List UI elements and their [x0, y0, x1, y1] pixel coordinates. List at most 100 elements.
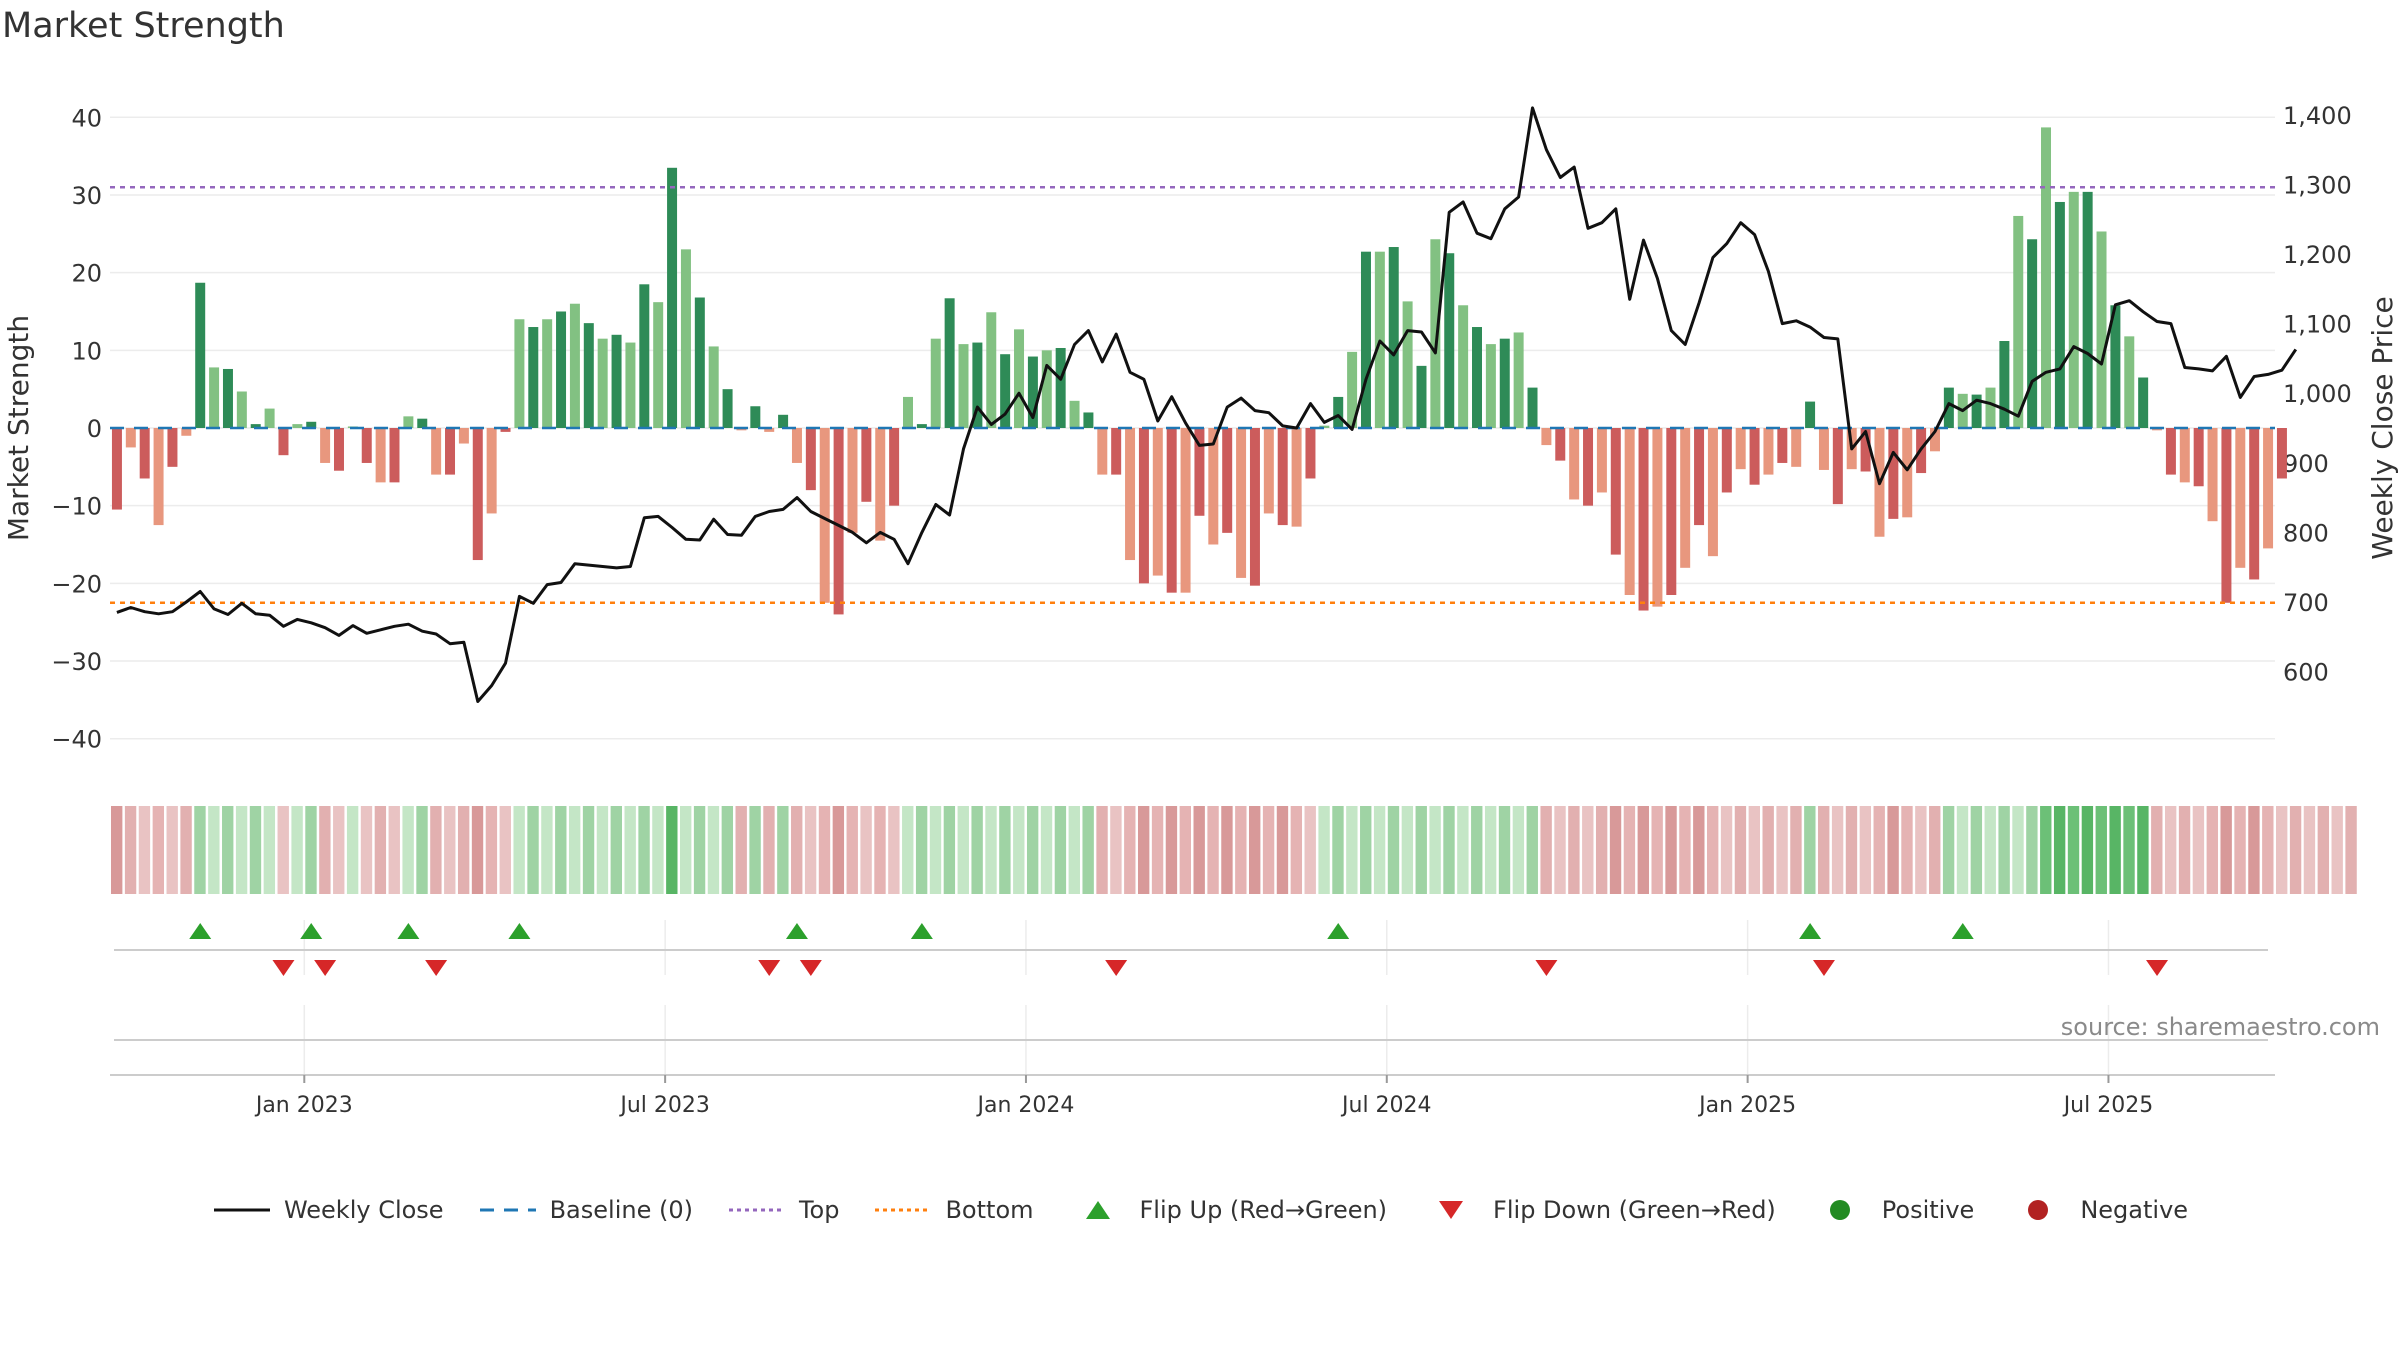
- strength-bar: [1222, 428, 1233, 533]
- regime-strip-cell: [402, 806, 414, 894]
- regime-strip-cell: [1748, 806, 1761, 894]
- strength-bar: [1458, 305, 1469, 428]
- regime-strip-cell: [444, 806, 456, 894]
- regime-strip-cell: [2081, 806, 2094, 894]
- strength-bar: [1472, 327, 1482, 428]
- dashed-line-icon: [479, 1208, 536, 1212]
- strength-bar: [2096, 231, 2107, 428]
- regime-strip-cell: [749, 806, 761, 894]
- strength-bar: [1735, 428, 1746, 470]
- strength-bar: [2249, 428, 2260, 580]
- flip-up-marker: [300, 923, 323, 939]
- flip-up-marker: [1951, 923, 1974, 939]
- strength-bar: [2054, 201, 2065, 428]
- regime-strip-cell: [485, 806, 498, 894]
- strength-bar: [916, 424, 927, 428]
- strength-bar: [930, 338, 941, 428]
- regime-strip-cell: [1332, 806, 1344, 894]
- strength-bar: [2082, 191, 2093, 428]
- flip-down-marker: [758, 960, 781, 976]
- legend-label: Baseline (0): [549, 1196, 693, 1224]
- strength-bar: [1707, 428, 1718, 557]
- regime-strip-cell: [1401, 806, 1414, 894]
- regime-strip-cell: [2178, 806, 2191, 894]
- legend-label: Top: [798, 1196, 840, 1224]
- strength-bar: [417, 418, 428, 428]
- strength-bar: [1999, 341, 2010, 428]
- strength-bar: [1125, 428, 1136, 561]
- y-tick-label: −30: [51, 648, 102, 676]
- strength-bar: [1416, 365, 1427, 428]
- regime-strip-cell: [1276, 806, 1289, 894]
- strength-bar: [1111, 428, 1122, 475]
- regime-strip-cell: [2331, 806, 2343, 894]
- strength-bar: [1832, 428, 1843, 505]
- strength-bar: [1596, 428, 1607, 493]
- strength-bar: [1291, 428, 1302, 527]
- strength-bar: [1860, 428, 1871, 472]
- regime-strip-cell: [222, 806, 234, 894]
- weekly-close-line: [116, 106, 2298, 703]
- regime-strip-cell: [1706, 806, 1719, 894]
- strength-bar: [333, 428, 344, 471]
- strength-bar: [1666, 428, 1677, 595]
- regime-strip-cell: [1151, 806, 1164, 894]
- strength-bar: [1805, 401, 1816, 428]
- strength-bar: [1069, 400, 1080, 428]
- regime-strip-cell: [2192, 806, 2205, 894]
- strength-bar: [2068, 191, 2079, 428]
- regime-strip-cell: [1484, 806, 1497, 894]
- regime-strip-cell: [568, 806, 581, 894]
- regime-strip-cell: [1040, 806, 1053, 894]
- strength-bar: [1138, 428, 1149, 584]
- regime-strip-cell: [388, 806, 400, 894]
- strength-bar: [236, 391, 247, 428]
- strength-bar: [2221, 428, 2232, 603]
- strength-bar: [1791, 428, 1802, 467]
- strength-bar: [653, 302, 664, 428]
- regime-strip-cell: [2040, 806, 2052, 894]
- regime-strip-cell: [791, 806, 803, 894]
- strength-bar: [542, 319, 553, 428]
- regime-strip-cell: [1137, 806, 1150, 894]
- regime-strip-cell: [499, 806, 511, 894]
- regime-strip-cell: [249, 806, 262, 894]
- strength-bar: [472, 428, 483, 561]
- y2-axis-label: Weekly Close Price: [2366, 296, 2399, 559]
- regime-strip-cell: [1915, 806, 1927, 894]
- strength-bar: [1985, 387, 1996, 428]
- strength-bar: [1097, 428, 1108, 475]
- strength-bar: [375, 428, 386, 483]
- regime-strip-cell: [1762, 806, 1774, 894]
- regime-strip-cell: [374, 806, 387, 894]
- strength-bar: [2263, 428, 2274, 549]
- legend-label: Bottom: [945, 1196, 1034, 1224]
- regime-strip-cell: [1734, 806, 1747, 894]
- regime-strip-cell: [1318, 806, 1330, 894]
- regime-strip-cell: [1512, 806, 1525, 894]
- y2-tick-label: 1,200: [2283, 241, 2352, 269]
- regime-strip-cell: [1471, 806, 1483, 894]
- strength-bar: [2235, 428, 2246, 568]
- regime-strip-cell: [610, 806, 622, 894]
- regime-strip-cell: [1457, 806, 1469, 894]
- regime-strip-cell: [2012, 806, 2024, 894]
- regime-strip-cell: [1360, 806, 1372, 894]
- regime-strip-cell: [1498, 806, 1511, 894]
- x-tick-label: Jan 2023: [254, 1093, 353, 1118]
- strength-bar: [805, 428, 816, 491]
- strength-bar: [1680, 428, 1691, 568]
- regime-strip-cell: [2262, 806, 2274, 894]
- regime-strip-cell: [1929, 806, 1941, 894]
- regime-strip-cell: [263, 806, 276, 894]
- strength-bar: [458, 428, 469, 444]
- x-tick-label: Jan 2025: [1697, 1093, 1796, 1118]
- regime-strip-cell: [346, 806, 359, 894]
- strength-bar: [1333, 396, 1344, 428]
- regime-strip-cell: [721, 806, 734, 894]
- strength-bar: [167, 428, 178, 467]
- strength-bar: [625, 342, 636, 428]
- page-title: Market Strength: [2, 6, 285, 46]
- regime-strip-cell: [1776, 806, 1788, 894]
- regime-strip-cell: [1818, 806, 1830, 894]
